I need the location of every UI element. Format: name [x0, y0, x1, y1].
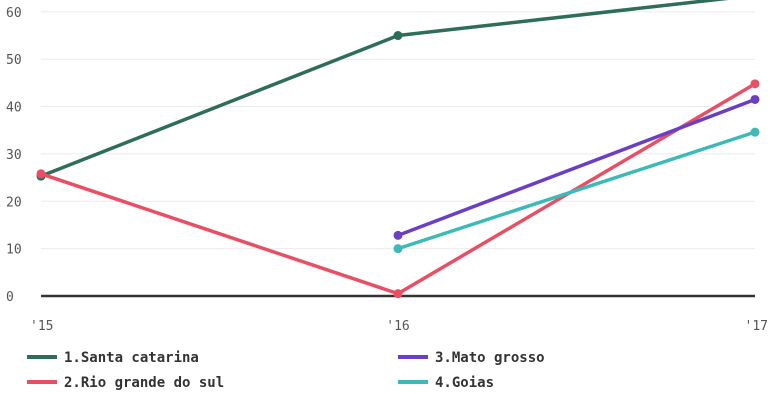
- data-point: [393, 31, 403, 41]
- series-line-4: [396, 130, 757, 251]
- legend: 1.Santa catarina 2.Rio grande do sul 3.Mat…: [27, 350, 545, 391]
- legend-item-2: 2.Rio grande do sul: [27, 375, 224, 391]
- series-line-3: [396, 97, 757, 238]
- data-point: [750, 94, 760, 104]
- y-tick-label: 10: [6, 243, 22, 258]
- legend-item-4: 4.Goias: [398, 375, 494, 391]
- x-axis-ticks: '15 '16 '17: [30, 319, 768, 334]
- legend-item-3: 3.Mato grosso: [398, 350, 545, 366]
- data-point: [750, 79, 760, 89]
- y-tick-label: 20: [6, 195, 22, 210]
- series-line-2: [39, 82, 757, 296]
- y-tick-label: 30: [6, 148, 22, 163]
- y-tick-label: 0: [6, 290, 14, 305]
- x-tick-label: '15: [30, 319, 53, 334]
- data-point: [750, 127, 760, 137]
- legend-label: 1.Santa catarina: [64, 350, 199, 366]
- x-tick-label: '17: [745, 319, 768, 334]
- y-tick-label: 60: [6, 6, 22, 21]
- data-point: [393, 230, 403, 240]
- series-lines: [36, 0, 760, 299]
- legend-label: 4.Goias: [435, 375, 494, 391]
- y-axis-ticks: 0 10 20 30 40 50 60: [6, 6, 22, 305]
- legend-label: 3.Mato grosso: [435, 350, 545, 366]
- data-point: [36, 169, 46, 179]
- y-tick-label: 50: [6, 53, 22, 68]
- legend-label: 2.Rio grande do sul: [64, 375, 224, 391]
- y-tick-label: 40: [6, 101, 22, 116]
- legend-item-1: 1.Santa catarina: [27, 350, 199, 366]
- data-point: [393, 244, 403, 254]
- data-point: [393, 289, 403, 299]
- x-tick-label: '16: [386, 319, 409, 334]
- series-line-1: [39, 0, 729, 178]
- gridlines: [41, 11, 755, 250]
